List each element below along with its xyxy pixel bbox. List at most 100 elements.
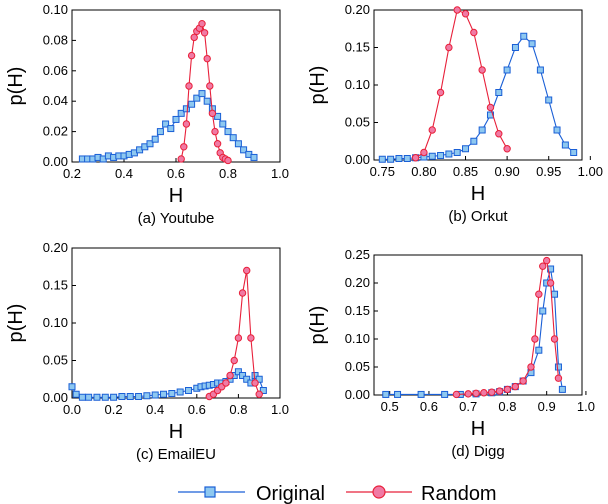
- y-tick-label: 0.15: [345, 40, 370, 55]
- data-point-random: [247, 334, 255, 342]
- data-point-original: [184, 387, 192, 394]
- data-point-original: [536, 66, 544, 74]
- data-point-original: [177, 109, 185, 117]
- y-axis-label: p(H): [5, 304, 27, 343]
- data-point-random: [495, 130, 503, 138]
- y-tick-label: 0.05: [43, 353, 68, 368]
- data-point-original: [126, 393, 134, 400]
- x-axis-label: H: [169, 421, 183, 443]
- data-point-random: [243, 266, 251, 275]
- data-point-original: [168, 390, 176, 397]
- data-point-original: [135, 393, 143, 400]
- data-point-random: [519, 377, 527, 385]
- data-point-random: [527, 363, 535, 371]
- data-point-original: [486, 111, 494, 119]
- x-tick-label: 0.2: [63, 166, 81, 181]
- data-point-original: [547, 265, 555, 273]
- data-point-random: [546, 279, 555, 287]
- data-point-random: [226, 371, 234, 380]
- data-point-original: [198, 90, 206, 98]
- data-point-original: [539, 307, 547, 315]
- plot-frame: [71, 9, 281, 163]
- data-point-original: [229, 134, 237, 142]
- data-point-original: [151, 391, 159, 399]
- data-point-original: [234, 140, 242, 148]
- data-point-original: [551, 290, 559, 298]
- data-point-random: [535, 290, 543, 298]
- y-axis-label: p(H): [307, 66, 329, 105]
- y-tick-label: 0.02: [43, 124, 68, 139]
- data-point-original: [182, 105, 190, 113]
- x-tick-label: 0.6: [420, 399, 438, 414]
- x-tick-label: 0.80: [411, 164, 436, 179]
- plot-frame: [373, 9, 583, 161]
- data-point-original: [188, 100, 196, 108]
- data-point-original: [462, 145, 470, 153]
- data-point-original: [428, 152, 436, 160]
- data-point-random: [554, 374, 563, 382]
- x-tick-label: 0.0: [63, 402, 81, 417]
- data-point-random: [213, 140, 222, 148]
- data-point-random: [180, 143, 188, 151]
- legend-random-marker: [372, 485, 386, 499]
- data-point-original: [561, 141, 569, 149]
- data-point-original: [395, 155, 403, 162]
- panel-orkut: 0.75 0.80 0.85 0.90 0.95 1.00 0.00 0.05 0.10 0.15…: [307, 2, 603, 225]
- data-point-random: [222, 379, 230, 387]
- data-point-random: [461, 10, 470, 18]
- data-point-original: [554, 363, 562, 371]
- data-point-random: [480, 389, 488, 397]
- data-point-original: [417, 390, 425, 398]
- data-point-original: [156, 128, 164, 136]
- data-point-original: [118, 393, 126, 400]
- data-point-random: [185, 82, 193, 90]
- data-point-random: [420, 148, 428, 157]
- x-axis-label: H: [471, 183, 485, 205]
- data-point-original: [437, 152, 445, 159]
- data-point-original: [193, 94, 201, 102]
- y-tick-label: 0.00: [43, 390, 68, 405]
- data-point-random: [411, 154, 420, 162]
- y-tick-label: 0.25: [345, 247, 370, 262]
- x-tick-label: 0.6: [167, 166, 185, 181]
- data-point-random: [531, 335, 539, 343]
- data-point-original: [250, 153, 258, 161]
- y-tick-label: 0.15: [43, 278, 68, 293]
- y-tick-label: 0.00: [43, 154, 68, 169]
- data-point-original: [382, 390, 390, 398]
- x-tick-label: 0.95: [536, 164, 561, 179]
- data-point-random: [182, 120, 191, 128]
- data-point-original: [68, 383, 76, 391]
- data-point-original: [240, 146, 248, 154]
- data-point-random: [472, 389, 480, 398]
- y-tick-label: 0.10: [345, 77, 370, 92]
- legend-original-marker: [204, 486, 216, 498]
- data-point-random: [200, 29, 209, 37]
- y-tick-label: 0.08: [43, 32, 68, 47]
- data-point-random: [224, 156, 232, 165]
- data-point-random: [452, 390, 461, 399]
- x-tick-label: 0.5: [381, 399, 399, 414]
- x-tick-label: 1.0: [271, 166, 289, 181]
- data-point-original: [558, 385, 566, 393]
- x-tick-label: 0.4: [115, 166, 133, 181]
- panel-emaileu: 0.0 0.2 0.4 0.6 0.8 1.0 0.00 0.05 0.10 0.15 0.20 Hp…: [5, 240, 289, 463]
- y-tick-label: 0.15: [345, 303, 370, 318]
- x-tick-label: 0.2: [105, 402, 123, 417]
- x-tick-label: 0.8: [219, 166, 237, 181]
- data-point-original: [85, 393, 93, 401]
- data-point-original: [78, 393, 86, 401]
- data-point-random: [511, 382, 519, 391]
- data-point-original: [470, 137, 478, 145]
- data-point-random: [478, 66, 486, 74]
- data-point-original: [167, 125, 175, 133]
- data-point-random: [187, 51, 196, 60]
- data-point-random: [503, 145, 511, 153]
- data-point-random: [190, 33, 198, 42]
- y-tick-label: 0.04: [43, 93, 68, 108]
- y-tick-label: 0.06: [43, 63, 68, 78]
- data-point-random: [495, 387, 504, 395]
- data-point-original: [535, 346, 543, 354]
- y-tick-label: 0.05: [345, 115, 370, 130]
